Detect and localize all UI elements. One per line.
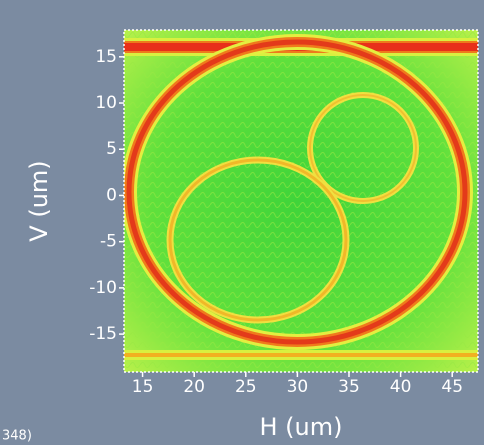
x-tick-label: 15 bbox=[132, 377, 154, 397]
corner-text: 348) bbox=[2, 429, 32, 444]
x-tick-label: 35 bbox=[338, 377, 360, 397]
x-tick-label: 25 bbox=[235, 377, 257, 397]
y-tick-label: 5 bbox=[106, 139, 117, 159]
y-axis-label: V (um) bbox=[25, 160, 53, 241]
y-tick-label: 15 bbox=[95, 47, 117, 67]
x-tick-label: 30 bbox=[287, 377, 309, 397]
plot-frame bbox=[123, 29, 479, 373]
y-tick-label: -5 bbox=[100, 232, 117, 252]
y-tick-label: -10 bbox=[89, 278, 117, 298]
x-tick-label: 20 bbox=[183, 377, 205, 397]
y-tick-label: 10 bbox=[95, 93, 117, 113]
y-tick-label: -15 bbox=[89, 324, 117, 344]
x-tick-label: 45 bbox=[441, 377, 463, 397]
field-image bbox=[124, 30, 478, 372]
x-axis-label: H (um) bbox=[260, 413, 343, 441]
y-tick-label: 0 bbox=[106, 185, 117, 205]
x-tick-label: 40 bbox=[390, 377, 412, 397]
